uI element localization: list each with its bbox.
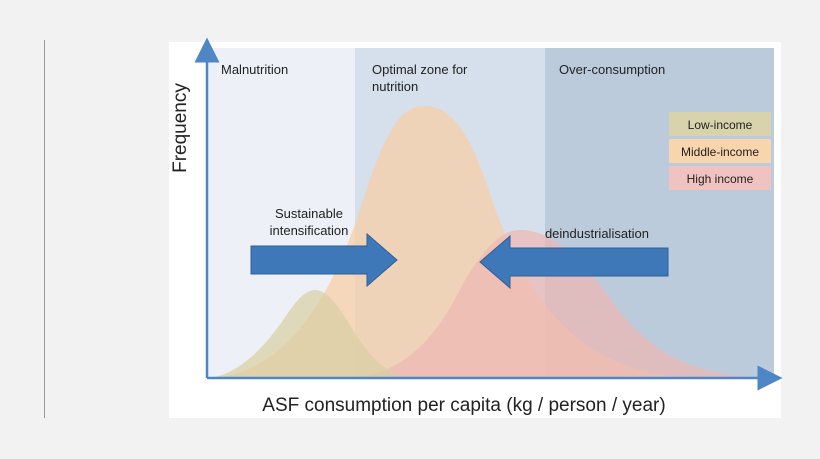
zone-label-malnutrition: Malnutrition (221, 62, 288, 77)
high-income-curve (345, 230, 772, 378)
arrow-deindustrialisation (479, 234, 669, 290)
zone-label-optimal: Optimal zone for (372, 62, 468, 77)
legend-label-middle-income: Middle-income (681, 145, 759, 159)
arrow-sustainable-intensification (250, 232, 398, 288)
arrow-label-sustainable: Sustainable (275, 206, 343, 221)
legend: Low-income Middle-income High income (669, 112, 771, 190)
x-axis-label: ASF consumption per capita (kg / person … (262, 395, 665, 416)
arrow-label-intensification: intensification (270, 223, 349, 238)
legend-swatch-high-income (669, 166, 771, 190)
left-divider (44, 40, 45, 418)
legend-swatch-low-income (669, 112, 771, 136)
zone-label-over-consumption: Over-consumption (559, 62, 665, 77)
arrow-label-deindustrialisation: deindustrialisation (545, 226, 649, 241)
zone-label-optimal-line2: nutrition (372, 79, 418, 94)
legend-label-low-income: Low-income (688, 118, 753, 132)
low-income-curve (210, 290, 410, 378)
y-axis-label: Frequency (170, 83, 191, 173)
legend-label-high-income: High income (687, 172, 754, 186)
legend-swatch-middle-income (669, 139, 771, 163)
